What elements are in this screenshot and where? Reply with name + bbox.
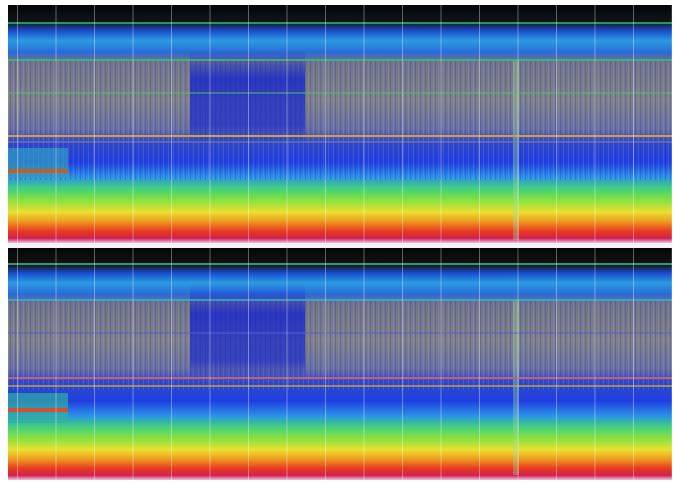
separator (8, 243, 672, 248)
upper-panel (8, 5, 672, 243)
grid-overlay (8, 248, 672, 480)
lower-panel (8, 248, 672, 480)
grid-overlay (8, 5, 672, 243)
